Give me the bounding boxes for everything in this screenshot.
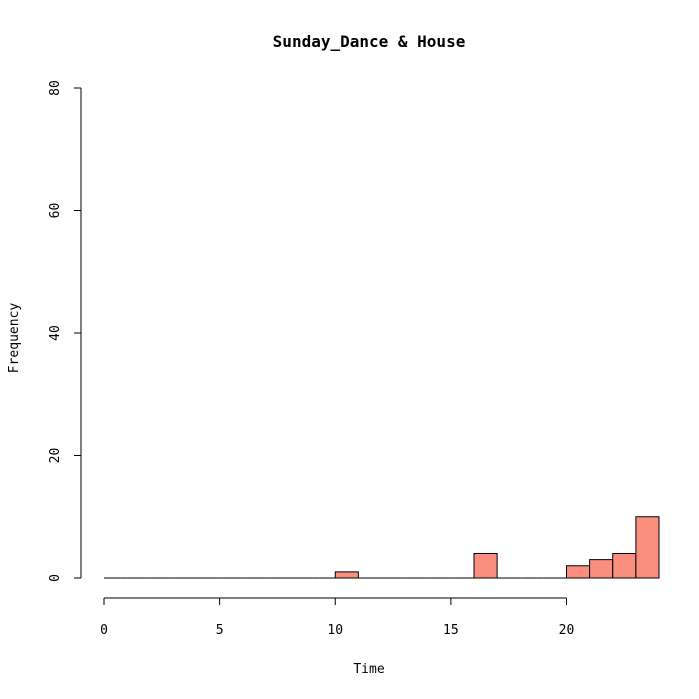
x-tick-label: 10 [327, 623, 343, 638]
histogram-bar [566, 565, 591, 579]
y-axis-title: Frequency [7, 303, 22, 374]
x-tick-label: 0 [100, 623, 108, 638]
x-axis-title: Time [353, 662, 384, 677]
chart-title: Sunday_Dance & House [273, 32, 466, 51]
y-axis: 0 20 40 60 80 [48, 80, 82, 582]
y-tick-label: 80 [48, 80, 63, 96]
x-tick-label: 20 [559, 623, 575, 638]
histogram-bar [589, 559, 614, 579]
y-tick-label: 40 [48, 325, 63, 341]
y-tick-label: 20 [48, 448, 63, 464]
histogram-bar [473, 553, 498, 579]
x-axis: 0 5 10 15 20 [100, 597, 575, 638]
histogram-bar [612, 553, 637, 579]
y-tick-label: 0 [48, 574, 63, 582]
histogram-bars [104, 516, 660, 579]
x-tick-label: 15 [443, 623, 459, 638]
x-tick-label: 5 [216, 623, 224, 638]
y-tick-label: 60 [48, 203, 63, 219]
histogram-bar [635, 516, 660, 579]
histogram-bar [334, 571, 359, 579]
